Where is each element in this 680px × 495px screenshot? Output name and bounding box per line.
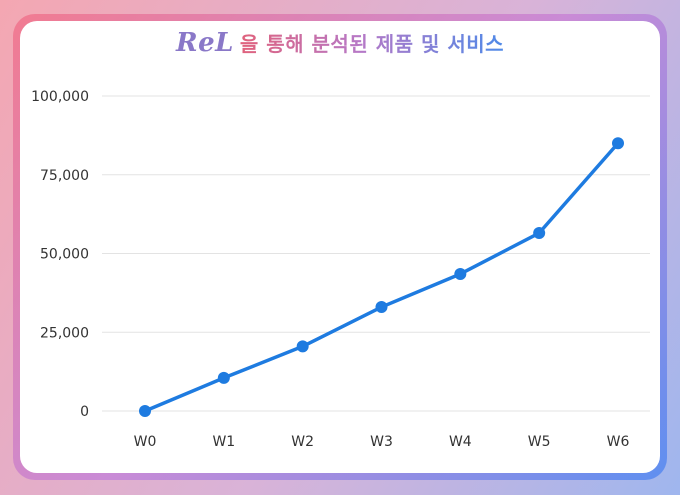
data-point (139, 405, 151, 417)
series-line-group (143, 141, 620, 413)
x-tick-label: W1 (212, 434, 235, 450)
data-point (296, 340, 309, 353)
y-tick-label: 0 (80, 404, 89, 420)
grid-lines (102, 95, 650, 412)
data-point (533, 227, 546, 240)
data-point (375, 301, 388, 314)
data-point (217, 371, 230, 384)
y-tick-label: 75,000 (40, 168, 89, 184)
x-tick-label: W6 (607, 434, 630, 450)
y-tick-label: 25,000 (40, 325, 89, 341)
chart-title: ReL 을 통해 분석된 제품 및 서비스 (0, 28, 680, 58)
data-point (612, 137, 624, 150)
x-tick-label: W4 (449, 434, 472, 450)
x-axis-ticks: W0 W1 W2 W3 W4 W5 W6 (134, 434, 630, 450)
x-tick-label: W0 (134, 434, 157, 450)
x-tick-label: W5 (528, 434, 551, 450)
data-point (454, 267, 467, 280)
series-line (143, 141, 620, 413)
x-tick-label: W2 (291, 434, 314, 450)
title-text: 을 통해 분석된 제품 및 서비스 (239, 32, 505, 56)
x-tick-label: W3 (370, 434, 393, 450)
rel-logo: ReL (175, 28, 234, 58)
y-axis-ticks: 0 25,000 50,000 75,000 100,000 (31, 89, 89, 420)
y-tick-label: 50,000 (40, 247, 89, 263)
y-tick-label: 100,000 (31, 89, 89, 105)
data-points (139, 137, 624, 417)
